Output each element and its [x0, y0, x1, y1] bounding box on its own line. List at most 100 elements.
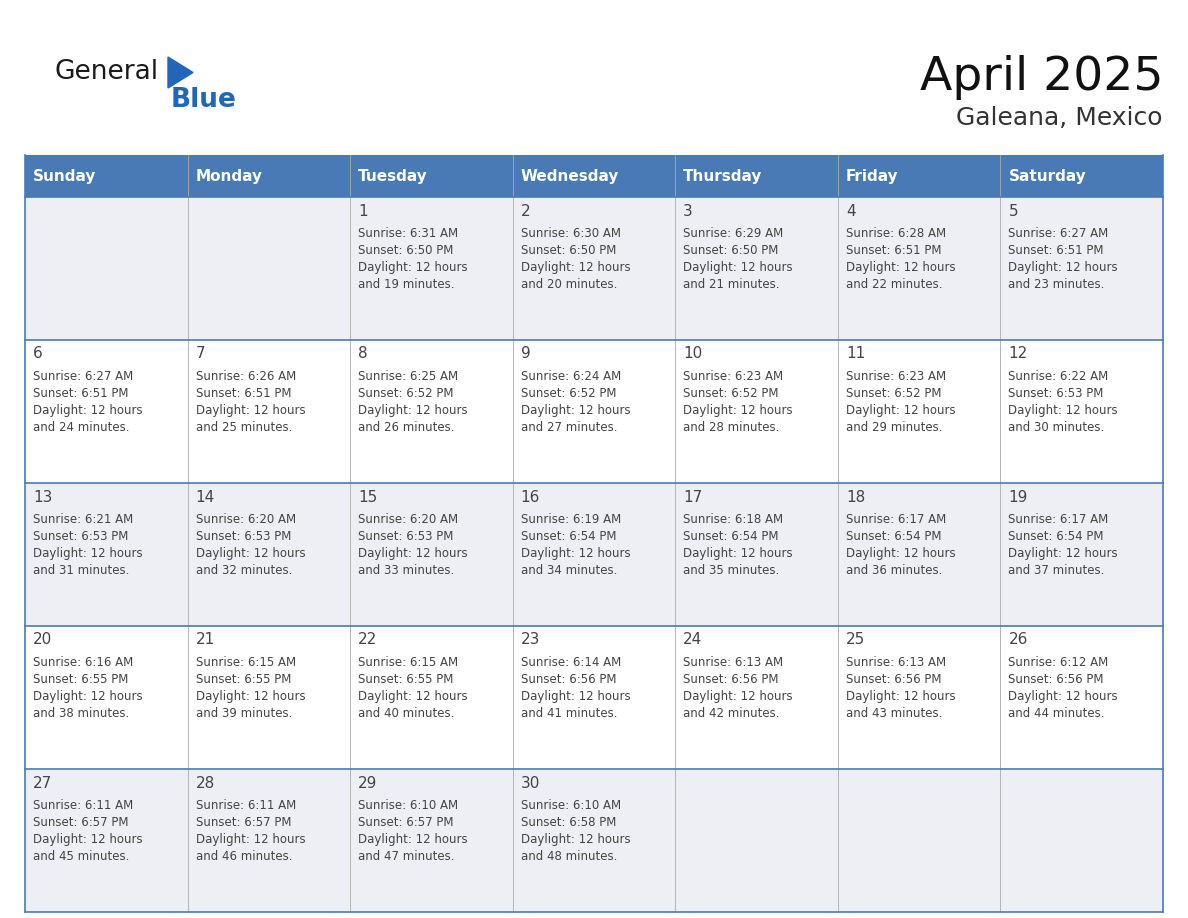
- Text: Sunrise: 6:13 AM: Sunrise: 6:13 AM: [846, 656, 946, 669]
- Text: 26: 26: [1009, 633, 1028, 647]
- Text: Sunset: 6:56 PM: Sunset: 6:56 PM: [683, 673, 779, 686]
- Text: Sunrise: 6:16 AM: Sunrise: 6:16 AM: [33, 656, 133, 669]
- Text: 10: 10: [683, 346, 702, 362]
- Text: 9: 9: [520, 346, 531, 362]
- Text: Sunset: 6:51 PM: Sunset: 6:51 PM: [196, 387, 291, 400]
- Text: Sunrise: 6:20 AM: Sunrise: 6:20 AM: [358, 513, 459, 526]
- Text: Thursday: Thursday: [683, 169, 763, 184]
- Text: and 26 minutes.: and 26 minutes.: [358, 421, 455, 434]
- Text: and 38 minutes.: and 38 minutes.: [33, 707, 129, 720]
- Text: Monday: Monday: [196, 169, 263, 184]
- Text: and 31 minutes.: and 31 minutes.: [33, 564, 129, 577]
- Text: 25: 25: [846, 633, 865, 647]
- Text: Sunset: 6:51 PM: Sunset: 6:51 PM: [1009, 244, 1104, 257]
- Text: Sunrise: 6:23 AM: Sunrise: 6:23 AM: [846, 370, 946, 383]
- Text: 5: 5: [1009, 204, 1018, 218]
- Text: Daylight: 12 hours: Daylight: 12 hours: [358, 404, 468, 417]
- Text: and 29 minutes.: and 29 minutes.: [846, 421, 942, 434]
- Text: 7: 7: [196, 346, 206, 362]
- Text: Sunday: Sunday: [33, 169, 96, 184]
- Text: Sunrise: 6:10 AM: Sunrise: 6:10 AM: [358, 799, 459, 812]
- Text: Daylight: 12 hours: Daylight: 12 hours: [196, 690, 305, 703]
- Text: Sunset: 6:57 PM: Sunset: 6:57 PM: [196, 816, 291, 829]
- Text: Sunset: 6:53 PM: Sunset: 6:53 PM: [358, 530, 454, 543]
- Text: Sunset: 6:54 PM: Sunset: 6:54 PM: [846, 530, 941, 543]
- Text: Sunrise: 6:30 AM: Sunrise: 6:30 AM: [520, 227, 620, 240]
- Text: Sunrise: 6:29 AM: Sunrise: 6:29 AM: [683, 227, 784, 240]
- Text: Daylight: 12 hours: Daylight: 12 hours: [33, 833, 143, 846]
- Text: Sunrise: 6:25 AM: Sunrise: 6:25 AM: [358, 370, 459, 383]
- Text: Wednesday: Wednesday: [520, 169, 619, 184]
- Text: Sunrise: 6:19 AM: Sunrise: 6:19 AM: [520, 513, 621, 526]
- Text: and 19 minutes.: and 19 minutes.: [358, 278, 455, 291]
- Text: 16: 16: [520, 489, 541, 505]
- Text: 29: 29: [358, 776, 378, 790]
- Text: Sunrise: 6:27 AM: Sunrise: 6:27 AM: [1009, 227, 1108, 240]
- Text: 17: 17: [683, 489, 702, 505]
- Text: 3: 3: [683, 204, 693, 218]
- Text: Daylight: 12 hours: Daylight: 12 hours: [683, 404, 792, 417]
- Text: 14: 14: [196, 489, 215, 505]
- Text: and 46 minutes.: and 46 minutes.: [196, 850, 292, 863]
- Text: Sunset: 6:53 PM: Sunset: 6:53 PM: [196, 530, 291, 543]
- Bar: [25, 155, 1163, 197]
- Text: Friday: Friday: [846, 169, 898, 184]
- Text: Daylight: 12 hours: Daylight: 12 hours: [358, 547, 468, 560]
- Text: Sunrise: 6:13 AM: Sunrise: 6:13 AM: [683, 656, 783, 669]
- Text: and 45 minutes.: and 45 minutes.: [33, 850, 129, 863]
- Text: Daylight: 12 hours: Daylight: 12 hours: [358, 833, 468, 846]
- Text: and 33 minutes.: and 33 minutes.: [358, 564, 454, 577]
- Text: Sunrise: 6:15 AM: Sunrise: 6:15 AM: [358, 656, 459, 669]
- Text: Sunset: 6:50 PM: Sunset: 6:50 PM: [358, 244, 454, 257]
- Text: Daylight: 12 hours: Daylight: 12 hours: [196, 404, 305, 417]
- Text: Sunset: 6:50 PM: Sunset: 6:50 PM: [520, 244, 617, 257]
- Text: Sunrise: 6:28 AM: Sunrise: 6:28 AM: [846, 227, 946, 240]
- Text: Daylight: 12 hours: Daylight: 12 hours: [520, 404, 631, 417]
- Text: and 30 minutes.: and 30 minutes.: [1009, 421, 1105, 434]
- Text: Sunrise: 6:31 AM: Sunrise: 6:31 AM: [358, 227, 459, 240]
- Text: and 20 minutes.: and 20 minutes.: [520, 278, 617, 291]
- Text: and 23 minutes.: and 23 minutes.: [1009, 278, 1105, 291]
- Text: Sunrise: 6:17 AM: Sunrise: 6:17 AM: [846, 513, 946, 526]
- Text: Daylight: 12 hours: Daylight: 12 hours: [1009, 547, 1118, 560]
- Text: Sunrise: 6:18 AM: Sunrise: 6:18 AM: [683, 513, 783, 526]
- Text: Sunset: 6:55 PM: Sunset: 6:55 PM: [196, 673, 291, 686]
- Text: 23: 23: [520, 633, 541, 647]
- Text: and 35 minutes.: and 35 minutes.: [683, 564, 779, 577]
- Text: Blue: Blue: [171, 87, 236, 113]
- Text: and 22 minutes.: and 22 minutes.: [846, 278, 942, 291]
- Text: 8: 8: [358, 346, 368, 362]
- Text: 4: 4: [846, 204, 855, 218]
- Text: 15: 15: [358, 489, 378, 505]
- Text: 6: 6: [33, 346, 43, 362]
- Text: 24: 24: [683, 633, 702, 647]
- Text: Sunset: 6:56 PM: Sunset: 6:56 PM: [846, 673, 941, 686]
- Text: Sunset: 6:54 PM: Sunset: 6:54 PM: [520, 530, 617, 543]
- Text: Sunset: 6:56 PM: Sunset: 6:56 PM: [1009, 673, 1104, 686]
- Text: and 21 minutes.: and 21 minutes.: [683, 278, 779, 291]
- Text: and 36 minutes.: and 36 minutes.: [846, 564, 942, 577]
- Text: and 37 minutes.: and 37 minutes.: [1009, 564, 1105, 577]
- Text: Sunset: 6:52 PM: Sunset: 6:52 PM: [358, 387, 454, 400]
- Text: Sunrise: 6:10 AM: Sunrise: 6:10 AM: [520, 799, 621, 812]
- Text: Sunset: 6:55 PM: Sunset: 6:55 PM: [33, 673, 128, 686]
- Text: Galeana, Mexico: Galeana, Mexico: [956, 106, 1163, 130]
- Text: Sunrise: 6:24 AM: Sunrise: 6:24 AM: [520, 370, 621, 383]
- Bar: [25, 197, 1163, 340]
- Text: and 48 minutes.: and 48 minutes.: [520, 850, 617, 863]
- Text: Daylight: 12 hours: Daylight: 12 hours: [846, 404, 955, 417]
- Text: Sunset: 6:51 PM: Sunset: 6:51 PM: [33, 387, 128, 400]
- Polygon shape: [168, 57, 192, 88]
- Text: 12: 12: [1009, 346, 1028, 362]
- Text: Sunset: 6:51 PM: Sunset: 6:51 PM: [846, 244, 941, 257]
- Text: and 27 minutes.: and 27 minutes.: [520, 421, 618, 434]
- Bar: [25, 483, 1163, 626]
- Text: Sunrise: 6:11 AM: Sunrise: 6:11 AM: [196, 799, 296, 812]
- Text: Sunrise: 6:15 AM: Sunrise: 6:15 AM: [196, 656, 296, 669]
- Text: 27: 27: [33, 776, 52, 790]
- Text: Daylight: 12 hours: Daylight: 12 hours: [520, 833, 631, 846]
- Text: Daylight: 12 hours: Daylight: 12 hours: [1009, 690, 1118, 703]
- Text: Sunset: 6:54 PM: Sunset: 6:54 PM: [1009, 530, 1104, 543]
- Text: 21: 21: [196, 633, 215, 647]
- Text: Daylight: 12 hours: Daylight: 12 hours: [683, 261, 792, 274]
